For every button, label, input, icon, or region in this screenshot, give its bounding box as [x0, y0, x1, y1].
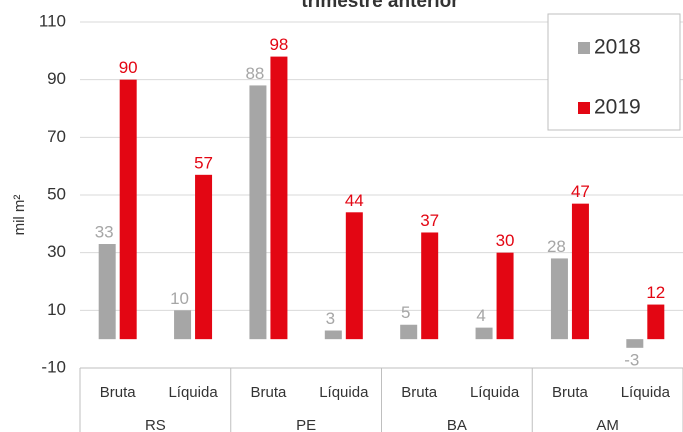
y-tick-label: 70: [47, 127, 66, 146]
x-tick-label: Bruta: [401, 384, 438, 401]
data-label: 37: [420, 211, 439, 230]
legend-label: 2019: [594, 96, 641, 119]
data-label: 30: [496, 231, 515, 250]
data-label: 47: [571, 182, 590, 201]
data-label: 44: [345, 191, 364, 210]
y-tick-label: 50: [47, 184, 66, 203]
legend-marker: [578, 102, 590, 114]
group-label: AM: [596, 417, 619, 432]
bar: [571, 203, 589, 340]
bar: [98, 244, 116, 340]
data-label: 4: [476, 306, 485, 325]
y-tick-label: -10: [41, 357, 66, 376]
x-tick-label: Bruta: [552, 384, 589, 401]
legend-box: [547, 13, 681, 131]
chart-title: trimestre anterior: [301, 0, 459, 12]
bar: [249, 85, 267, 340]
data-label: 57: [194, 153, 213, 172]
group-label: RS: [145, 417, 166, 432]
x-tick-label: Líquida: [621, 384, 671, 401]
bar: [626, 339, 644, 348]
bar: [550, 258, 568, 340]
group-label: PE: [296, 417, 316, 432]
data-label: 3: [326, 309, 335, 328]
data-label: 5: [401, 303, 410, 322]
data-label: 10: [170, 289, 189, 308]
y-tick-label: 30: [47, 242, 66, 261]
bar: [174, 310, 192, 340]
data-label: 28: [547, 237, 566, 256]
data-label: 33: [95, 223, 114, 242]
data-label: 98: [269, 35, 288, 54]
bar: [195, 174, 213, 340]
group-label: BA: [447, 417, 467, 432]
y-axis-label: mil m²: [11, 195, 28, 236]
bar: [324, 330, 342, 340]
y-tick-label: 90: [47, 69, 66, 88]
data-label: 12: [646, 283, 665, 302]
bar: [496, 252, 514, 340]
x-tick-label: Líquida: [470, 384, 520, 401]
data-label: 90: [119, 58, 138, 77]
bar: [400, 324, 418, 340]
bar: [421, 232, 439, 340]
y-tick-label: 110: [39, 11, 66, 30]
data-label: -3: [624, 350, 639, 369]
bar: [345, 212, 363, 340]
data-label: 88: [245, 64, 264, 83]
x-tick-label: Líquida: [168, 384, 218, 401]
bar: [475, 327, 493, 340]
legend-label: 2018: [594, 36, 641, 59]
bar: [647, 304, 665, 340]
x-tick-label: Bruta: [100, 384, 137, 401]
bar: [270, 56, 288, 340]
x-tick-label: Líquida: [319, 384, 369, 401]
legend-marker: [578, 42, 590, 54]
y-tick-label: 10: [47, 300, 66, 319]
x-tick-label: Bruta: [251, 384, 288, 401]
bar: [119, 79, 137, 340]
